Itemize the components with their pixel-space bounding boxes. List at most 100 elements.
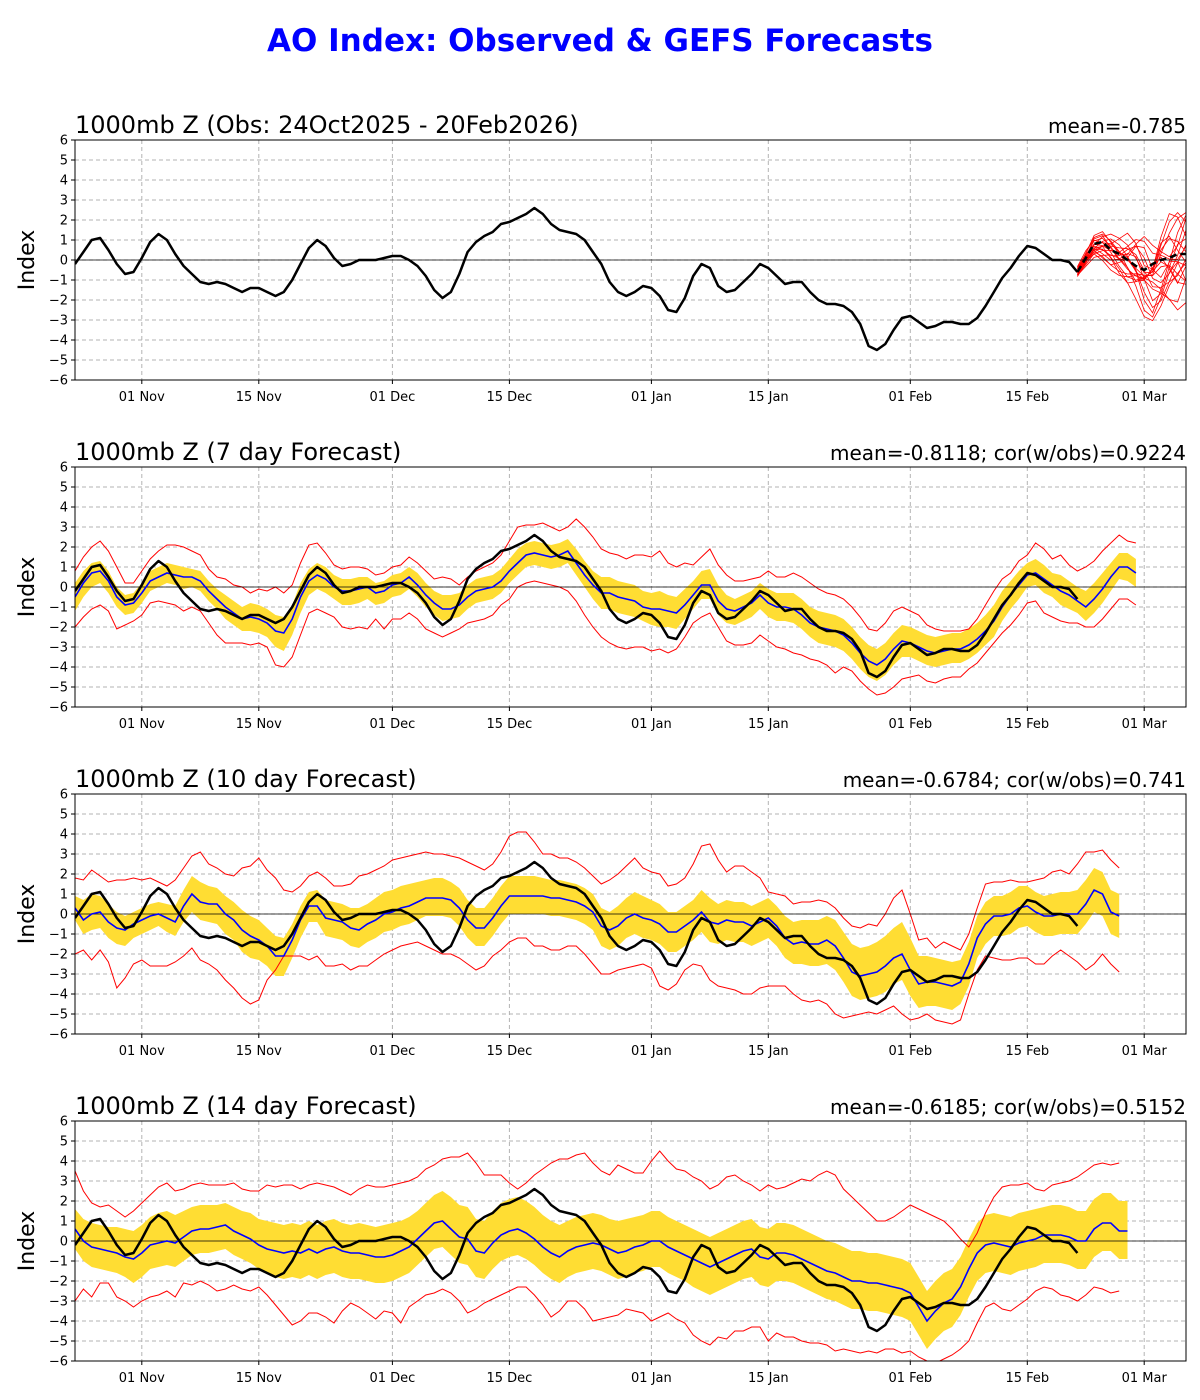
y-tick-label: −4 <box>49 334 68 349</box>
y-tick-label: −6 <box>49 1028 68 1043</box>
envelope-min-line <box>75 937 1120 1025</box>
y-tick-label: −6 <box>49 374 68 389</box>
y-tick-label: −1 <box>49 274 68 289</box>
ensemble-member-line <box>1077 235 1186 281</box>
ensemble-member-line <box>1077 214 1186 279</box>
plot-area <box>75 206 1186 352</box>
x-tick-label: 15 Nov <box>236 1371 282 1386</box>
x-tick-label: 15 Jan <box>748 390 789 405</box>
y-tick-label: −1 <box>49 1255 68 1270</box>
y-tick-label: −3 <box>49 641 68 656</box>
panel-title: 1000mb Z (14 day Forecast) <box>75 1092 417 1120</box>
x-tick-label: 01 Dec <box>369 1044 415 1059</box>
y-tick-label: 4 <box>60 501 68 516</box>
y-tick-label: 2 <box>60 214 68 229</box>
x-tick-label: 01 Jan <box>631 390 672 405</box>
panel-stats: mean=-0.6185; cor(w/obs)=0.5152 <box>830 1095 1186 1119</box>
y-axis-label: Index <box>15 884 40 945</box>
y-tick-label: −3 <box>49 314 68 329</box>
x-tick-label: 01 Feb <box>888 717 932 732</box>
spread-band <box>75 539 1136 681</box>
y-tick-label: −2 <box>49 621 68 636</box>
spread-band <box>75 868 1120 1010</box>
y-tick-label: −4 <box>49 661 68 676</box>
y-tick-label: 4 <box>60 1155 68 1170</box>
panel-1: −6 −5 −4 −3 −2 −1 0 1 2 3 4 5 6 01 Nov 15 Nov 01 Dec 15 … <box>15 111 1187 405</box>
y-tick-label: 6 <box>60 461 68 476</box>
x-tick-label: 15 Nov <box>236 1044 282 1059</box>
y-tick-label: −6 <box>49 1355 68 1370</box>
ensemble-member-line <box>1077 245 1186 288</box>
x-tick-label: 01 Dec <box>369 717 415 732</box>
y-tick-label: 1 <box>60 561 68 576</box>
x-tick-label: 01 Jan <box>631 1371 672 1386</box>
x-tick-label: 01 Nov <box>119 390 165 405</box>
plot-area <box>75 831 1186 1025</box>
panel-stats: mean=-0.8118; cor(w/obs)=0.9224 <box>830 441 1186 465</box>
ensemble-member-line <box>1077 213 1186 270</box>
x-tick-label: 15 Feb <box>1005 1371 1049 1386</box>
panel-stats: mean=-0.6784; cor(w/obs)=0.741 <box>843 768 1186 792</box>
y-tick-label: 3 <box>60 848 68 863</box>
y-tick-label: 0 <box>60 1235 68 1250</box>
observed-line <box>75 860 1079 1006</box>
x-tick-label: 01 Mar <box>1122 717 1168 732</box>
observed-line <box>75 206 1079 352</box>
x-tick-label: 15 Feb <box>1005 390 1049 405</box>
y-tick-label: 3 <box>60 194 68 209</box>
y-tick-label: 5 <box>60 481 68 496</box>
y-axis-label: Index <box>15 1211 40 1272</box>
x-tick-label: 15 Feb <box>1005 717 1049 732</box>
x-tick-label: 01 Nov <box>119 1371 165 1386</box>
envelope-max-line <box>75 831 1120 951</box>
y-tick-label: 5 <box>60 808 68 823</box>
y-tick-label: 2 <box>60 1195 68 1210</box>
x-tick-label: 01 Jan <box>631 1044 672 1059</box>
ensemble-mean-line <box>75 549 1137 666</box>
x-tick-label: 15 Nov <box>236 390 282 405</box>
y-tick-label: 4 <box>60 174 68 189</box>
y-tick-label: −1 <box>49 928 68 943</box>
y-tick-label: −5 <box>49 1335 68 1350</box>
x-tick-label: 01 Nov <box>119 1044 165 1059</box>
y-tick-label: 0 <box>60 581 68 596</box>
envelope-min-line <box>75 580 1137 696</box>
x-tick-label: 01 Feb <box>888 390 932 405</box>
y-tick-label: −2 <box>49 1275 68 1290</box>
y-tick-label: 1 <box>60 1215 68 1230</box>
y-tick-label: 5 <box>60 154 68 169</box>
y-tick-label: 4 <box>60 828 68 843</box>
panel-3: −6 −5 −4 −3 −2 −1 0 1 2 3 4 5 6 01 Nov 15 Nov 01 Dec 15 … <box>15 765 1187 1059</box>
y-tick-label: 6 <box>60 134 68 149</box>
ensemble-member-line <box>1077 243 1186 285</box>
ensemble-member-line <box>1077 212 1186 277</box>
ensemble-member-line <box>1077 251 1186 282</box>
y-tick-label: 1 <box>60 888 68 903</box>
figure-title: AO Index: Observed & GEFS Forecasts <box>267 23 933 59</box>
y-tick-label: −2 <box>49 294 68 309</box>
envelope-max-line <box>75 1150 1120 1248</box>
x-tick-label: 15 Dec <box>486 1044 532 1059</box>
ensemble-member-line <box>1077 237 1186 279</box>
panel-title: 1000mb Z (7 day Forecast) <box>75 438 401 466</box>
y-tick-label: 2 <box>60 541 68 556</box>
y-tick-label: 6 <box>60 788 68 803</box>
envelope-min-line <box>75 1280 1120 1361</box>
y-tick-label: −2 <box>49 948 68 963</box>
panel-stats: mean=-0.785 <box>1048 114 1186 138</box>
y-tick-label: −4 <box>49 988 68 1003</box>
y-tick-label: −5 <box>49 681 68 696</box>
y-tick-label: −4 <box>49 1315 68 1330</box>
y-tick-label: −5 <box>49 1008 68 1023</box>
y-tick-label: −5 <box>49 354 68 369</box>
ensemble-member-line <box>1077 243 1186 309</box>
ensemble-mean-line <box>75 888 1120 987</box>
y-tick-label: 5 <box>60 1135 68 1150</box>
y-tick-label: −1 <box>49 601 68 616</box>
x-tick-label: 15 Dec <box>486 1371 532 1386</box>
y-tick-label: 1 <box>60 234 68 249</box>
y-tick-label: −3 <box>49 968 68 983</box>
y-axis-label: Index <box>15 230 40 291</box>
x-tick-label: 15 Jan <box>748 1371 789 1386</box>
